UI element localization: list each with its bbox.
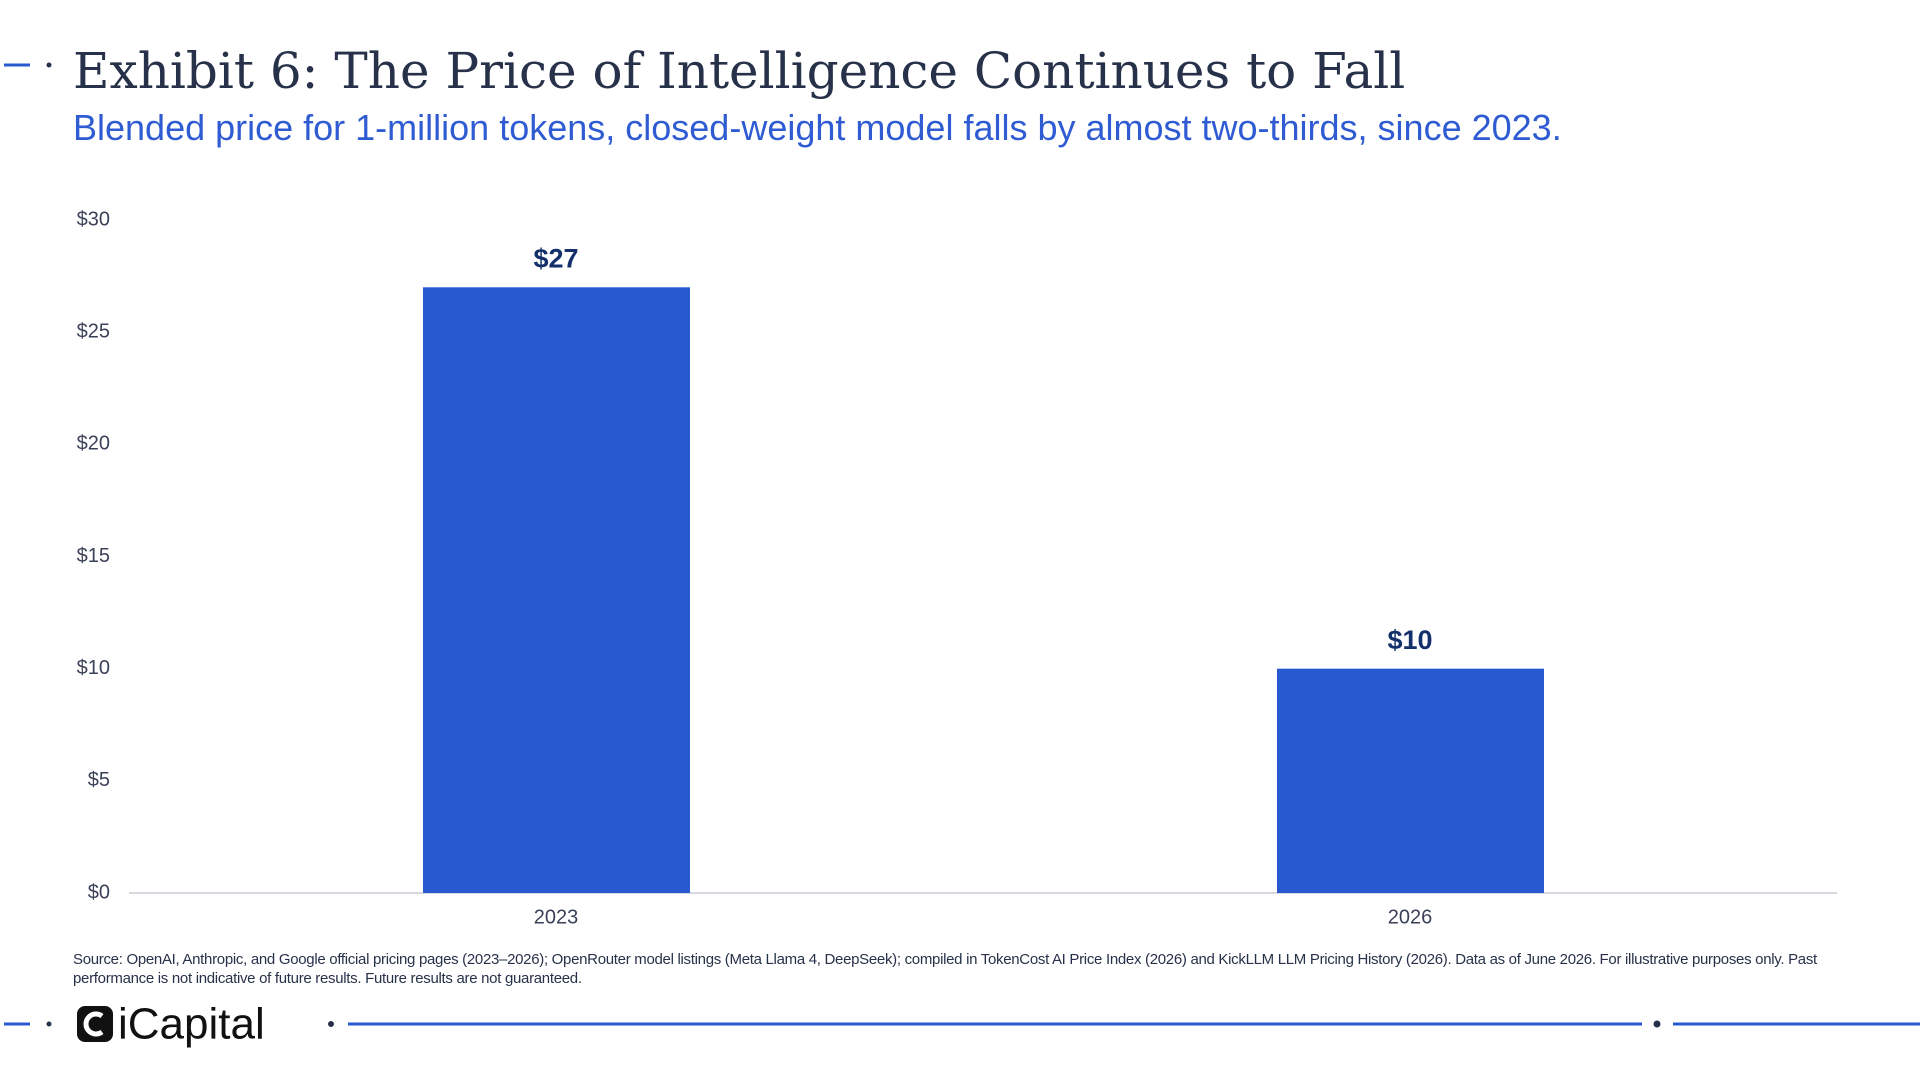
logo: iCapital [118,1000,265,1049]
logo-icon [77,1006,113,1042]
y-tick-label: $25 [77,320,110,342]
decor-dot [46,1021,52,1027]
x-tick-label: 2026 [1388,906,1433,928]
value-label: $10 [1387,625,1432,655]
value-label: $27 [533,243,578,273]
y-tick-label: $20 [77,433,110,455]
source-note: Source: OpenAI, Anthropic, and Google of… [73,951,1817,987]
x-tick-label: 2023 [534,906,579,928]
y-tick-label: $5 [88,769,110,791]
y-tick-label: $15 [77,545,110,567]
bar [1277,668,1544,893]
decor-dot [46,62,52,68]
y-tick-label: $30 [77,208,110,230]
logo-icon-mark [83,1011,104,1037]
chart-title: Exhibit 6: The Price of Intelligence Con… [73,42,1405,100]
chart-subtitle: Blended price for 1-million tokens, clos… [73,107,1562,148]
bar [423,287,690,893]
decor-dot [328,1021,334,1027]
y-tick-label: $0 [88,881,110,903]
y-tick-label: $10 [77,657,110,679]
decor-dot [1653,1020,1661,1028]
